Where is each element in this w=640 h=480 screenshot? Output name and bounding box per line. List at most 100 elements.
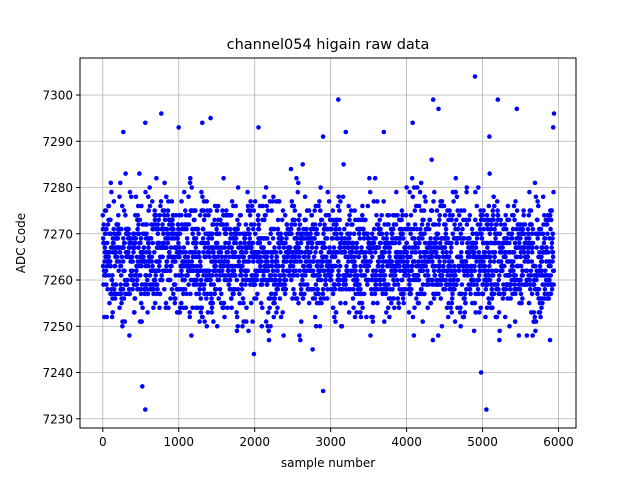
data-point <box>275 305 280 311</box>
x-tick-label: 0 <box>99 435 107 449</box>
data-point <box>163 300 169 306</box>
data-point <box>461 314 467 320</box>
data-point <box>550 125 556 130</box>
data-point <box>287 245 293 250</box>
data-point <box>107 250 113 255</box>
data-point <box>529 259 535 264</box>
data-point <box>288 166 294 172</box>
x-tick-label: 5000 <box>467 435 498 449</box>
data-point <box>498 217 504 223</box>
y-axis-ticks: 7230 7240 7250 7260 7270 7280 7290 7300 <box>42 89 80 426</box>
data-point <box>428 300 434 306</box>
data-point <box>173 213 179 218</box>
data-point <box>139 263 144 269</box>
data-point <box>408 254 413 260</box>
data-point <box>498 291 503 297</box>
data-point <box>133 240 138 246</box>
data-point <box>335 236 341 241</box>
data-point <box>437 240 443 246</box>
data-point <box>206 213 211 218</box>
data-point <box>143 189 148 195</box>
data-point <box>444 250 449 255</box>
data-point <box>181 189 187 195</box>
data-point <box>378 240 384 246</box>
data-point <box>224 222 230 227</box>
data-point <box>295 273 300 278</box>
data-point <box>214 226 219 232</box>
data-point <box>164 226 170 232</box>
data-point <box>425 222 431 227</box>
data-point <box>260 305 265 311</box>
data-point <box>143 273 149 278</box>
data-point <box>162 180 167 186</box>
data-point <box>358 287 363 292</box>
data-point <box>130 287 135 292</box>
data-point <box>520 296 525 301</box>
data-point <box>281 254 287 260</box>
data-point <box>172 282 178 287</box>
data-point <box>448 305 454 311</box>
data-point <box>437 268 442 274</box>
data-point <box>165 240 171 246</box>
data-point <box>416 203 422 209</box>
data-point <box>257 240 263 246</box>
data-point <box>497 231 503 237</box>
data-point <box>304 259 310 264</box>
data-point <box>535 291 540 297</box>
data-point <box>239 273 244 278</box>
data-point <box>485 245 490 250</box>
data-point <box>272 245 277 250</box>
data-point <box>250 319 255 324</box>
data-point <box>426 273 431 278</box>
data-point <box>193 236 199 241</box>
data-point <box>171 291 176 297</box>
data-point <box>293 268 299 274</box>
data-point <box>514 226 519 232</box>
data-point <box>483 314 488 320</box>
data-point <box>234 231 239 237</box>
data-point <box>315 231 320 237</box>
data-point <box>467 213 473 218</box>
data-point <box>467 254 473 260</box>
data-point <box>161 240 167 246</box>
data-point <box>525 226 531 232</box>
data-point <box>521 213 526 218</box>
data-point <box>118 282 123 287</box>
data-point <box>102 231 108 237</box>
data-point <box>473 217 478 223</box>
data-point <box>202 213 208 218</box>
data-point <box>309 245 315 250</box>
data-point <box>551 111 557 116</box>
data-point <box>425 268 430 274</box>
data-point <box>267 305 273 311</box>
data-point <box>354 310 359 315</box>
data-point <box>166 231 171 237</box>
data-point <box>235 324 241 329</box>
data-point <box>259 282 265 287</box>
data-point <box>159 111 164 116</box>
data-point <box>317 199 322 204</box>
data-point <box>240 277 246 283</box>
data-point <box>335 203 341 209</box>
data-point <box>198 296 204 301</box>
data-point <box>155 287 160 292</box>
data-point <box>507 273 513 278</box>
data-point <box>121 208 127 213</box>
data-point <box>277 199 282 204</box>
data-point <box>178 213 184 218</box>
data-point <box>545 231 550 237</box>
data-point <box>379 231 385 237</box>
data-point <box>242 240 247 246</box>
data-point <box>151 305 156 311</box>
data-point <box>422 194 428 200</box>
data-point <box>122 319 128 324</box>
data-point <box>487 263 492 269</box>
data-point <box>212 217 217 223</box>
data-point <box>484 213 490 218</box>
data-point <box>449 300 455 306</box>
data-point <box>387 314 392 320</box>
data-point <box>521 245 527 250</box>
data-point <box>453 175 459 181</box>
data-point <box>484 407 489 412</box>
data-point <box>136 245 141 250</box>
